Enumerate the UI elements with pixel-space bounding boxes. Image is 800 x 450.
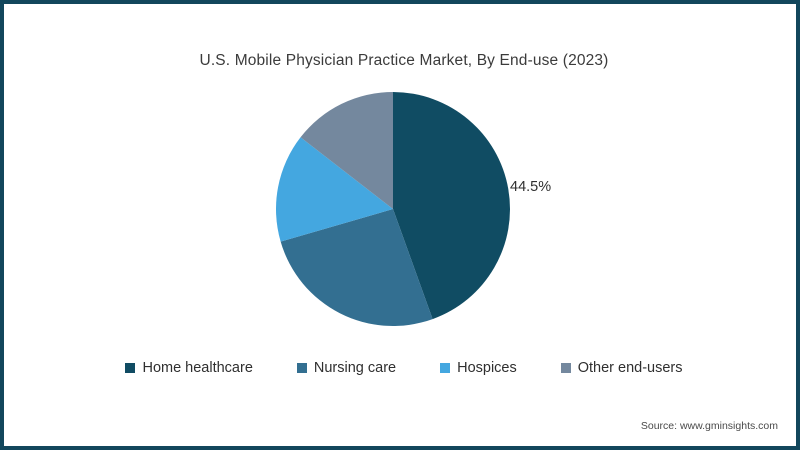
pie-chart [276,92,510,326]
legend-item-label: Home healthcare [142,360,253,376]
legend-item-label: Nursing care [313,360,397,376]
legend-item-label: Other end-users [577,360,683,376]
pie-slice[interactable] [300,92,393,209]
chart-title: U.S. Mobile Physician Practice Market, B… [199,52,609,69]
legend-swatch-icon [296,363,307,373]
pie-chart-svg [276,92,510,326]
chart-legend: Home healthcare Nursing care Hospices Ot… [4,360,800,376]
chart-canvas: U.S. Mobile Physician Practice Market, B… [4,4,796,446]
legend-swatch-icon [560,363,571,373]
legend-item-nursing-care[interactable]: Nursing care [296,360,397,376]
legend-item-hospices[interactable]: Hospices [440,360,517,376]
legend-item-home-healthcare[interactable]: Home healthcare [125,360,253,376]
legend-swatch-icon [125,363,136,373]
pie-slice[interactable] [280,209,433,326]
legend-swatch-icon [440,363,451,373]
source-attribution: Source: www.gminsights.com [640,420,778,432]
legend-item-other-end-users[interactable]: Other end-users [560,360,683,376]
pie-slice[interactable] [393,92,510,320]
pie-slice[interactable] [276,137,393,242]
legend-item-label: Hospices [457,360,517,376]
pie-slice-label-home-healthcare: 44.5% [510,179,552,195]
